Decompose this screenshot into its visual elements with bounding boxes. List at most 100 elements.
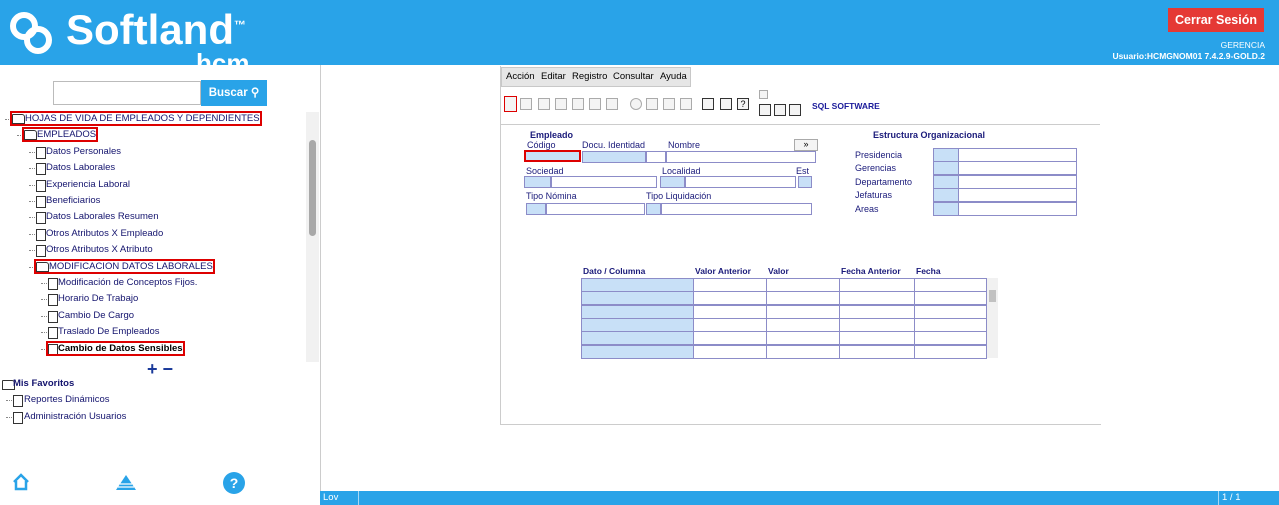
tool-delete[interactable] (663, 98, 675, 110)
table-cell[interactable] (839, 331, 915, 346)
table-cell[interactable] (839, 344, 915, 359)
table-cell[interactable] (914, 344, 987, 359)
table-cell[interactable] (914, 278, 987, 292)
tool-add-2[interactable] (774, 104, 786, 116)
tree-item[interactable]: Modificación de Conceptos Fijos. (58, 277, 198, 288)
tree-item[interactable]: Datos Personales (46, 145, 121, 157)
table-scroll-thumb[interactable] (989, 290, 996, 302)
tree-item[interactable]: Otros Atributos X Empleado (46, 227, 164, 239)
table-cell[interactable] (693, 304, 767, 319)
org-code-input[interactable] (933, 161, 959, 176)
tree-item[interactable]: Horario De Trabajo (58, 293, 139, 305)
expand-collapse[interactable]: + − (147, 359, 174, 379)
org-code-input[interactable] (933, 188, 959, 203)
tool-prev[interactable] (555, 98, 567, 110)
table-cell[interactable] (581, 291, 694, 306)
tree-item[interactable]: Datos Laborales Resumen (46, 211, 159, 223)
home-icon[interactable] (13, 473, 29, 491)
tree-item[interactable]: EMPLEADOS (37, 129, 97, 141)
table-cell[interactable] (839, 317, 915, 332)
table-cell[interactable] (693, 344, 767, 359)
tool-help[interactable]: ? (737, 98, 749, 110)
nombre-input[interactable] (666, 151, 816, 163)
tool-cut[interactable] (520, 98, 532, 110)
documento-input[interactable] (582, 151, 646, 163)
table-cell[interactable] (693, 291, 767, 306)
org-code-input[interactable] (933, 201, 959, 216)
search-input[interactable] (53, 81, 201, 105)
table-cell[interactable] (914, 331, 987, 346)
sociedad-code-input[interactable] (524, 176, 551, 188)
documento-type-input[interactable] (646, 151, 666, 163)
table-cell[interactable] (581, 317, 694, 332)
triangle-icon[interactable] (116, 475, 136, 490)
tool-refresh[interactable] (630, 98, 642, 110)
menu-item[interactable]: Ayuda (660, 71, 687, 82)
table-cell[interactable] (693, 317, 767, 332)
tool-first[interactable] (538, 98, 550, 110)
tool-print[interactable] (720, 98, 732, 110)
tree-scrollbar[interactable] (306, 112, 319, 362)
tool-up[interactable] (759, 90, 768, 99)
table-cell[interactable] (581, 278, 694, 292)
tool-exit[interactable] (680, 98, 692, 110)
table-cell[interactable] (766, 344, 840, 359)
localidad-code-input[interactable] (660, 176, 685, 188)
table-cell[interactable] (914, 304, 987, 319)
tree-item[interactable]: MODIFICACION DATOS LABORALES (49, 260, 213, 272)
codigo-input[interactable] (524, 150, 581, 162)
tree-item[interactable]: Traslado De Empleados (58, 326, 160, 338)
table-cell[interactable] (693, 331, 767, 346)
org-code-input[interactable] (933, 174, 959, 189)
tool-last[interactable] (589, 98, 601, 110)
table-cell[interactable] (766, 317, 840, 332)
table-cell[interactable] (581, 304, 694, 319)
table-cell[interactable] (693, 278, 767, 292)
tool-add-1[interactable] (759, 104, 771, 116)
tool-filter[interactable] (606, 98, 618, 110)
table-cell[interactable] (914, 317, 987, 332)
table-cell[interactable] (766, 331, 840, 346)
tree-item[interactable]: Datos Laborales (46, 162, 116, 174)
help-icon[interactable] (223, 472, 245, 494)
favorite-item[interactable]: Administración Usuarios (24, 411, 127, 422)
table-scrollbar[interactable] (987, 278, 998, 358)
table-cell[interactable] (839, 291, 915, 306)
localidad-input[interactable] (685, 176, 796, 188)
liquidacion-input[interactable] (661, 203, 812, 215)
table-cell[interactable] (839, 304, 915, 319)
table-cell[interactable] (766, 278, 840, 292)
tree-item[interactable]: Experiencia Laboral (46, 178, 130, 190)
org-name-input[interactable] (958, 161, 1077, 176)
menu-item[interactable]: Acción (506, 71, 535, 82)
tree-item[interactable]: Cambio de Datos Sensibles (58, 342, 183, 354)
tree-item[interactable]: Otros Atributos X Atributo (46, 244, 153, 256)
liquidacion-code-input[interactable] (646, 203, 661, 215)
tool-add-3[interactable] (789, 104, 801, 116)
menu-item[interactable]: Registro (572, 71, 608, 82)
sociedad-input[interactable] (551, 176, 657, 188)
lookup-button[interactable]: » (794, 139, 818, 151)
tree-item[interactable]: Cambio De Cargo (58, 309, 135, 321)
table-cell[interactable] (914, 291, 987, 306)
tool-disk[interactable] (646, 98, 658, 110)
logout-button[interactable]: Cerrar Sesión (1168, 8, 1264, 32)
table-cell[interactable] (581, 331, 694, 346)
org-name-input[interactable] (958, 188, 1077, 203)
menu-item[interactable]: Editar (541, 71, 566, 82)
favorite-item[interactable]: Reportes Dinámicos (24, 394, 110, 405)
nomina-code-input[interactable] (526, 203, 546, 215)
tool-save[interactable] (504, 96, 517, 112)
org-name-input[interactable] (958, 201, 1077, 216)
tool-next[interactable] (572, 98, 584, 110)
table-cell[interactable] (839, 278, 915, 292)
scroll-thumb[interactable] (309, 140, 316, 236)
nomina-input[interactable] (546, 203, 645, 215)
table-cell[interactable] (766, 291, 840, 306)
tool-check[interactable] (702, 98, 714, 110)
est-input[interactable] (798, 176, 812, 188)
table-cell[interactable] (581, 344, 694, 359)
org-code-input[interactable] (933, 148, 959, 162)
tree-item[interactable]: HOJAS DE VIDA DE EMPLEADOS Y DEPENDIENTE… (25, 113, 260, 124)
table-cell[interactable] (766, 304, 840, 319)
